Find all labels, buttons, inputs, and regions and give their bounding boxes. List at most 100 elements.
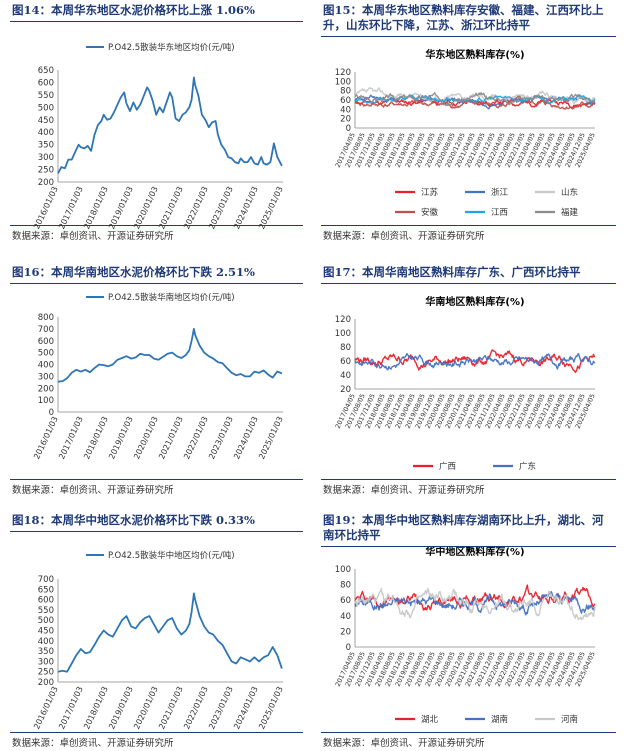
y-tick-label: 0 — [346, 643, 351, 653]
figure-15: 图15：本周华东地区熟料库存安徽、福建、江西环比上 升，山东环比下降，江苏、浙江… — [313, 0, 626, 245]
y-tick-label: 100 — [335, 565, 351, 575]
y-tick-label: 250 — [38, 668, 54, 678]
y-tick-label: 650 — [38, 66, 54, 76]
x-tick-label: 2017/01/03 — [57, 415, 85, 461]
x-tick-label: 2021/01/03 — [157, 685, 185, 731]
x-tick-label: 2018/01/03 — [82, 415, 110, 461]
series-line — [57, 328, 283, 383]
legend-label: 湖南 — [491, 714, 508, 725]
figure-16: 图16：本周华南地区水泥价格环比下跌 2.51% 0 100 200 300 400 50… — [0, 262, 313, 496]
legend-label: 浙江 — [491, 187, 509, 198]
chart-title: 华中地区熟料库存(%) — [425, 547, 524, 558]
y-tick-label: 200 — [38, 178, 54, 188]
x-tick-label: 2019/01/03 — [107, 415, 135, 461]
x-tick-label: 2016/01/03 — [32, 685, 60, 731]
legend-label: 江西 — [491, 208, 508, 218]
series-line — [354, 95, 596, 110]
y-tick-label: 20 — [340, 385, 351, 395]
legend-label: 福建 — [561, 207, 579, 218]
data-source: 数据来源：卓创资讯、开源证券研究所 — [12, 231, 174, 242]
x-tick-label: 2019/01/03 — [107, 685, 135, 731]
y-tick-label: 20 — [340, 115, 351, 125]
figure-14: 图14：本周华东地区水泥价格环比上涨 1.06% 200 250 300 350 400… — [0, 0, 313, 245]
y-tick-label: 100 — [335, 77, 351, 87]
legend-label: P.O42.5散装华南地区均价(元/吨) — [108, 292, 235, 303]
y-tick-label: 350 — [38, 647, 54, 657]
chart-title: 华南地区熟料库存(%) — [425, 295, 524, 308]
figure-caption-line-2: 南环比持平 — [323, 528, 381, 542]
x-tick-label: 2021/01/03 — [157, 185, 185, 230]
x-tick-label: 2025/01/03 — [257, 185, 285, 230]
y-tick-label: 400 — [38, 128, 54, 138]
y-tick-label: 40 — [340, 371, 351, 381]
data-source: 数据来源：卓创资讯、开源证券研究所 — [323, 485, 485, 496]
x-tick-label: 2022/01/03 — [182, 415, 210, 461]
figure-caption: 图17：本周华南地区熟料库存广东、广西环比持平 — [323, 265, 581, 279]
legend-label: P.O42.5散装华中地区均价(元/吨) — [108, 550, 235, 561]
x-tick-label: 2017/01/03 — [57, 685, 85, 731]
y-tick-label: 0 — [346, 124, 351, 134]
legend-label: 安徽 — [421, 207, 439, 218]
series-line — [354, 349, 596, 374]
y-tick-label: 40 — [340, 105, 351, 115]
y-tick-label: 800 — [38, 313, 54, 323]
figure-caption-line-1: 图15：本周华东地区熟料库存安徽、福建、江西环比上 — [323, 3, 604, 17]
data-source: 数据来源：卓创资讯、开源证券研究所 — [323, 231, 485, 242]
series-line — [354, 94, 596, 104]
y-tick-label: 80 — [340, 581, 351, 591]
x-tick-label: 2022/01/03 — [182, 685, 210, 731]
x-tick-label: 2017/01/03 — [57, 185, 85, 230]
x-tick-label: 2021/01/03 — [157, 415, 185, 461]
series-line — [354, 352, 596, 371]
x-tick-label: 2020/01/03 — [132, 415, 160, 461]
x-tick-label: 2020/01/03 — [132, 185, 160, 230]
x-tick-label: 2023/01/03 — [207, 185, 235, 230]
x-tick-label: 2023/01/03 — [207, 685, 235, 731]
y-tick-label: 450 — [38, 627, 54, 637]
y-tick-label: 0 — [49, 408, 54, 418]
figure-caption-line-1: 图19：本周华中地区熟料库存湖南环比上升，湖北、河 — [323, 513, 604, 527]
legend-label: 广东 — [519, 461, 536, 472]
y-tick-label: 120 — [335, 315, 351, 325]
figure-caption: 图16：本周华南地区水泥价格环比下跌 2.51% — [12, 265, 255, 279]
y-tick-label: 550 — [38, 91, 54, 101]
data-source: 数据来源：卓创资讯、开源证券研究所 — [323, 738, 485, 749]
x-tick-label: 2024/01/03 — [232, 685, 260, 731]
x-tick-label: 2016/01/03 — [32, 415, 60, 461]
series-line — [354, 587, 596, 621]
figure-19: 图19：本周华中地区熟料库存湖南环比上升，湖北、河 南环比持平 华中地区熟料库存… — [313, 510, 626, 751]
y-tick-label: 250 — [38, 166, 54, 176]
legend-label: P.O42.5散装华东地区均价(元/吨) — [108, 42, 235, 53]
legend-label: 广西 — [439, 461, 456, 472]
x-tick-label: 2023/01/03 — [207, 415, 235, 461]
y-tick-label: 600 — [38, 78, 54, 88]
x-tick-label: 2018/01/03 — [82, 185, 110, 230]
x-tick-label: 2024/01/03 — [232, 185, 260, 230]
figure-caption-line-2: 升，山东环比下降，江苏、浙江环比持平 — [323, 18, 530, 32]
x-tick-label: 2020/01/03 — [132, 685, 160, 731]
y-tick-label: 450 — [38, 116, 54, 126]
legend-label: 河南 — [561, 714, 578, 725]
y-tick-label: 80 — [340, 343, 351, 353]
series-line — [57, 76, 283, 174]
y-tick-label: 60 — [340, 596, 351, 606]
y-tick-label: 550 — [38, 606, 54, 616]
x-tick-label: 2025/01/03 — [257, 415, 285, 461]
clinker-inventory-chart-south: 华南地区熟料库存(%)204060801001202017/04/052017/… — [334, 295, 597, 472]
y-tick-label: 200 — [38, 384, 54, 394]
x-tick-label: 2018/01/03 — [82, 685, 110, 731]
y-tick-label: 700 — [38, 325, 54, 335]
figure-17: 图17：本周华南地区熟料库存广东、广西环比持平 华南地区熟料库存(%) 20 40 6… — [313, 262, 626, 496]
figure-18: 图18：本周华中地区水泥价格环比下跌 0.33% 200 250 300 350 400… — [0, 510, 313, 751]
x-tick-label: 2024/01/03 — [232, 415, 260, 461]
y-tick-label: 100 — [38, 396, 54, 406]
series-line — [354, 87, 596, 105]
chart-title: 华东地区熟料库存(%) — [425, 48, 524, 61]
y-tick-label: 40 — [340, 612, 351, 622]
data-source: 数据来源：卓创资讯、开源证券研究所 — [12, 738, 174, 749]
clinker-inventory-chart-east: 华东地区熟料库存(%)0204060801001202017/04/052017… — [334, 48, 597, 218]
y-tick-label: 60 — [340, 357, 351, 367]
y-tick-label: 120 — [335, 68, 351, 78]
